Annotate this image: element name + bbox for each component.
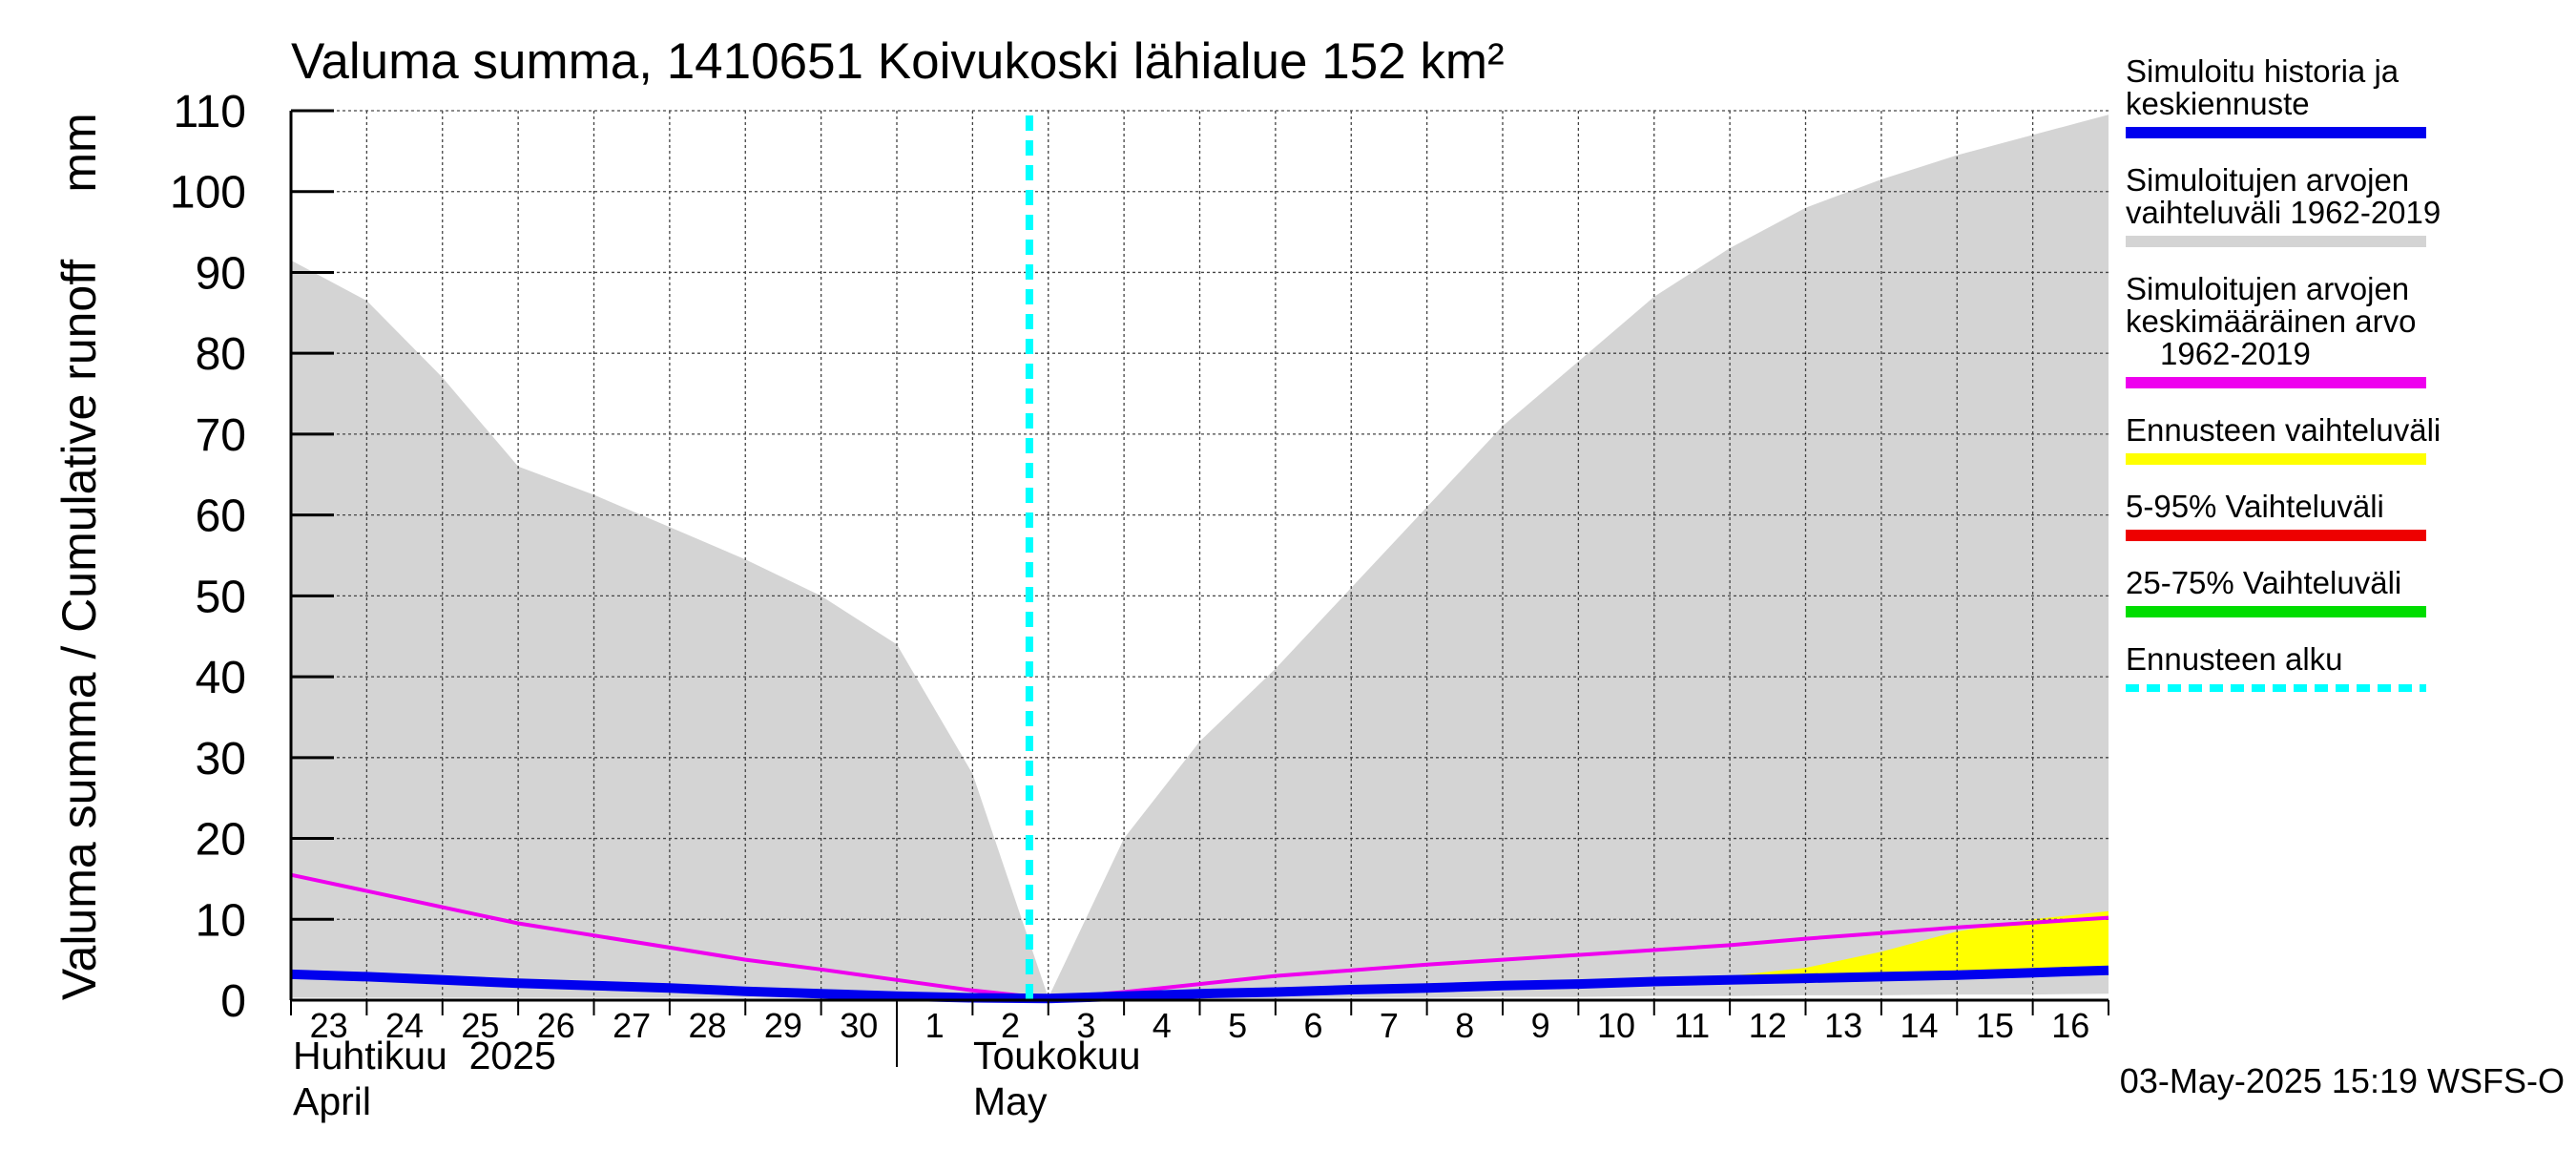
grid-layer xyxy=(291,110,2109,1000)
y-tick-label: 50 xyxy=(196,572,246,622)
x-tick-label: 8 xyxy=(1455,1006,1474,1045)
legend-label: keskimääräinen arvo xyxy=(2126,303,2416,339)
band-series-1 xyxy=(1048,910,2109,998)
y-tick-label: 100 xyxy=(170,168,246,219)
lines-layer xyxy=(290,115,2109,1004)
x-tick-label: 11 xyxy=(1674,1006,1710,1045)
x-tick-label: 1 xyxy=(925,1006,945,1045)
x-tick-label: 30 xyxy=(840,1006,878,1045)
month-label-april-fi: Huhtikuu 2025 xyxy=(293,1034,556,1077)
y-tick-label: 70 xyxy=(196,410,246,461)
x-tick-label: 14 xyxy=(1901,1006,1939,1045)
x-tick-label: 25 xyxy=(461,1006,499,1045)
line-series-0 xyxy=(290,872,2109,1001)
x-tick-label: 27 xyxy=(613,1006,651,1045)
x-tick-label: 3 xyxy=(1076,1006,1095,1045)
legend-label: Simuloitujen arvojen xyxy=(2126,271,2409,306)
x-tick-label: 7 xyxy=(1380,1006,1399,1045)
x-tick-label: 29 xyxy=(764,1006,802,1045)
legend-label: 25-75% Vaihteluväli xyxy=(2126,565,2401,600)
month-label-may-fi: Toukokuu xyxy=(973,1034,1141,1077)
x-tick-label: 23 xyxy=(310,1006,348,1045)
x-tick-label: 12 xyxy=(1749,1006,1787,1045)
x-tick-label: 16 xyxy=(2051,1006,2089,1045)
axes-layer xyxy=(289,109,2109,1067)
x-tick-label: 15 xyxy=(1976,1006,2014,1045)
legend-label: keskiennuste xyxy=(2126,86,2310,121)
y-tick-label: 110 xyxy=(173,87,246,137)
y-tick-label: 40 xyxy=(196,653,246,703)
x-tick-label: 6 xyxy=(1304,1006,1323,1045)
y-axis-label: Valuma summa / Cumulative runoff xyxy=(52,260,106,1000)
x-tick-label: 13 xyxy=(1824,1006,1862,1045)
legend-label: Simuloitujen arvojen xyxy=(2126,162,2409,198)
x-tick-label: 4 xyxy=(1153,1006,1172,1045)
y-tick-label: 60 xyxy=(196,491,246,542)
legend-label: vaihteluväli 1962-2019 xyxy=(2126,195,2441,230)
y-tick-label: 20 xyxy=(196,815,246,866)
month-label-may-en: May xyxy=(973,1079,1048,1123)
x-tick-label: 24 xyxy=(385,1006,424,1045)
chart-title: Valuma summa, 1410651 Koivukoski lähialu… xyxy=(291,33,1505,90)
legend-label: Ennusteen alku xyxy=(2126,641,2343,677)
legend-label: 1962-2019 xyxy=(2160,336,2311,371)
x-tick-label: 2 xyxy=(1001,1006,1020,1045)
x-tick-label: 26 xyxy=(537,1006,575,1045)
y-tick-label: 10 xyxy=(196,895,246,946)
y-tick-label: 30 xyxy=(196,734,246,784)
y-axis-unit: mm xyxy=(52,113,106,192)
x-tick-label: 10 xyxy=(1597,1006,1635,1045)
x-tick-label: 9 xyxy=(1531,1006,1550,1045)
x-tick-label: 28 xyxy=(689,1006,727,1045)
line-series-1 xyxy=(290,965,2109,1004)
y-tick-label: 0 xyxy=(220,976,246,1027)
legend-label: 5-95% Vaihteluväli xyxy=(2126,489,2384,524)
month-label-april-en: April xyxy=(293,1079,371,1123)
timestamp-footer: 03-May-2025 15:19 WSFS-O xyxy=(2120,1061,2565,1100)
x-tick-label: 5 xyxy=(1228,1006,1247,1045)
y-tick-label: 90 xyxy=(196,248,246,299)
legend-label: Simuloitu historia ja xyxy=(2126,53,2399,89)
y-tick-label: 80 xyxy=(196,329,246,380)
legend-label: Ennusteen vaihteluväli xyxy=(2126,412,2441,448)
